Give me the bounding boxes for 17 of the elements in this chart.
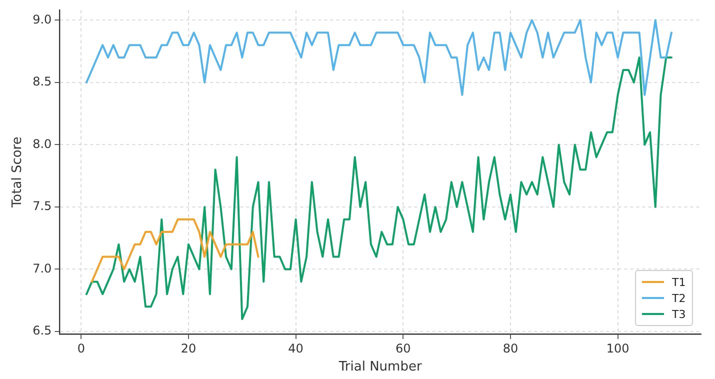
x-tick-label: 20 [180, 341, 196, 356]
x-tick-label: 0 [77, 341, 85, 356]
x-tick-label: 40 [288, 341, 304, 356]
y-tick-label: 8.0 [32, 136, 52, 151]
x-tick-label: 60 [396, 341, 411, 356]
y-axis-title: Total Score [10, 136, 26, 209]
legend-label: T1 [672, 276, 686, 288]
y-tick-label: 8.5 [32, 74, 52, 89]
legend-label: T2 [672, 292, 686, 304]
x-axis-title: Trial Number [338, 360, 422, 375]
x-tick-label: 100 [606, 341, 630, 356]
x-tick-label: 80 [502, 341, 518, 356]
legend-label: T3 [672, 308, 686, 320]
y-tick-label: 6.5 [32, 324, 52, 338]
y-tick-label: 7.5 [32, 199, 52, 214]
y-tick-label: 9.0 [32, 12, 52, 26]
y-tick-label: 7.0 [32, 261, 52, 276]
